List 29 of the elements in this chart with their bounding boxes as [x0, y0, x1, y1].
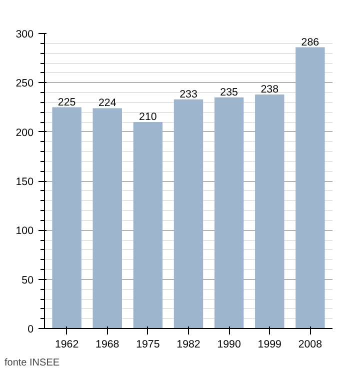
bar: [92, 108, 122, 328]
data-label: 235: [220, 86, 238, 98]
x-tick-label: 1982: [176, 338, 200, 350]
data-label: 225: [58, 96, 76, 108]
bar: [52, 107, 82, 328]
bar: [296, 47, 325, 328]
bar: [255, 94, 284, 328]
bar: [214, 97, 244, 328]
bar: [133, 122, 163, 328]
y-tick-label: 200: [16, 126, 34, 139]
y-tick-label: 50: [22, 274, 34, 286]
source-note: fonte INSEE: [4, 358, 60, 368]
y-tick-label: 0: [28, 324, 34, 336]
x-tick-label: 1999: [258, 338, 282, 350]
data-label: 286: [301, 36, 320, 48]
x-tick-label: 1975: [136, 338, 160, 350]
x-tick-label: 1990: [217, 338, 241, 350]
x-tick-label: 2008: [298, 338, 322, 350]
data-label: 238: [260, 83, 279, 96]
x-tick-label: 1968: [96, 338, 120, 350]
bar: [174, 99, 204, 328]
data-label: 233: [180, 88, 198, 100]
data-label: 224: [98, 97, 116, 110]
data-label: 210: [139, 111, 157, 123]
y-tick-label: 250: [16, 78, 34, 90]
x-tick-label: 1962: [54, 338, 79, 350]
y-tick-label: 300: [16, 28, 34, 40]
y-tick-label: 100: [16, 225, 34, 238]
y-tick-label: 150: [16, 176, 34, 188]
